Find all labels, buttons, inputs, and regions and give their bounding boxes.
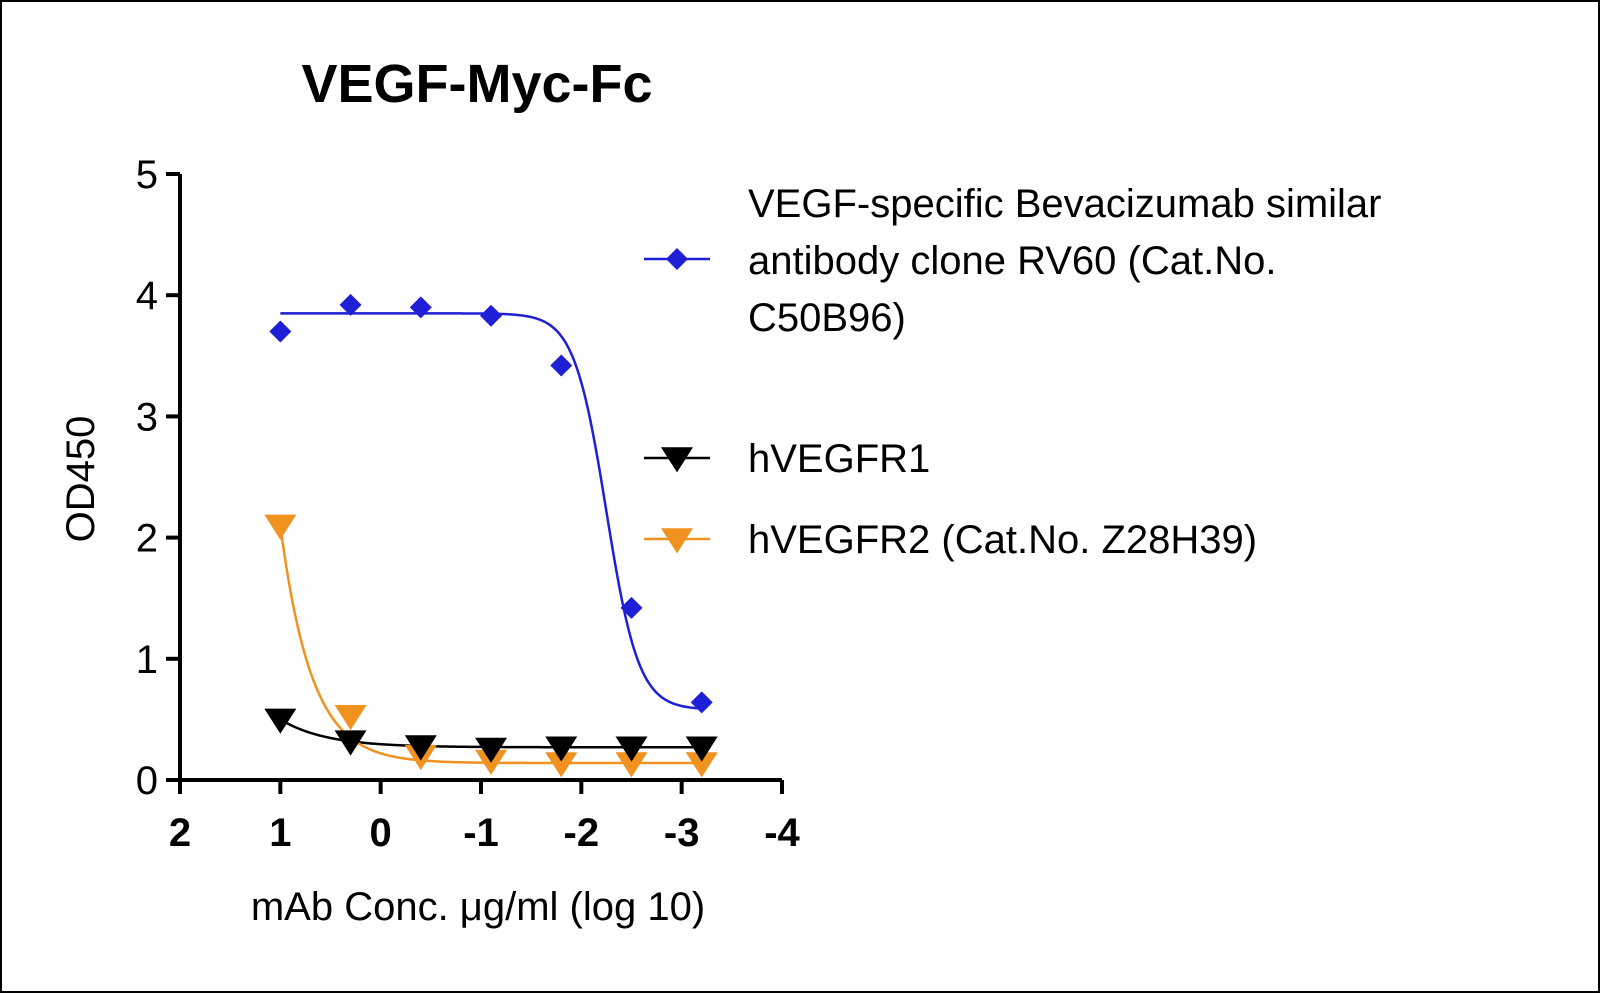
data-point-series-1 xyxy=(409,296,432,319)
legend: VEGF-specific Bevacizumab similar antibod… xyxy=(644,182,1382,562)
x-tick-label: 1 xyxy=(269,811,291,855)
fit-curves xyxy=(279,312,702,765)
data-point-series-2 xyxy=(545,736,578,762)
data-point-series-2 xyxy=(264,708,297,734)
x-axis-label: mAb Conc. μg/ml (log 10) xyxy=(251,885,705,929)
legend-item-3: hVEGFR2 (Cat.No. Z28H39) xyxy=(644,518,1257,562)
data-point-series-3 xyxy=(264,514,297,540)
data-point-series-3 xyxy=(685,752,718,778)
legend-label: C50B96) xyxy=(748,296,906,340)
legend-marker xyxy=(666,248,688,270)
data-point-series-1 xyxy=(339,293,362,316)
y-axis-label: OD450 xyxy=(59,416,103,543)
data-point-series-2 xyxy=(685,736,718,762)
x-tick-label: 2 xyxy=(169,811,191,855)
data-markers xyxy=(264,293,718,778)
y-tick-label: 3 xyxy=(136,395,158,439)
data-point-series-2 xyxy=(404,735,437,761)
legend-marker xyxy=(661,447,693,473)
y-tick-label: 0 xyxy=(136,759,158,803)
data-point-series-2 xyxy=(334,730,367,756)
data-point-series-2 xyxy=(475,737,508,763)
data-point-series-3 xyxy=(334,704,367,731)
legend-marker xyxy=(661,528,693,554)
x-tick-label: -1 xyxy=(463,811,499,855)
data-point-series-3 xyxy=(615,752,648,778)
data-point-series-1 xyxy=(269,320,292,343)
chart-title: VEGF-Myc-Fc xyxy=(301,54,652,114)
axes: 0 1 2 3 4 5 2 1 0 -1 -2 -3 -4 xyxy=(136,153,801,855)
x-tick-label: -2 xyxy=(564,811,600,855)
data-point-series-1 xyxy=(620,596,643,619)
y-tick-label: 5 xyxy=(136,153,158,197)
y-tick-label: 2 xyxy=(136,517,158,561)
legend-label: hVEGFR2 (Cat.No. Z28H39) xyxy=(748,518,1257,562)
x-tick-label: -4 xyxy=(764,811,800,855)
data-point-series-1 xyxy=(480,304,503,327)
x-tick-label: -3 xyxy=(664,811,700,855)
data-point-series-1 xyxy=(690,691,713,714)
legend-label: VEGF-specific Bevacizumab similar xyxy=(748,182,1382,226)
y-tick-label: 4 xyxy=(136,274,158,318)
legend-item-1: VEGF-specific Bevacizumab similar antibod… xyxy=(644,182,1382,340)
data-point-series-2 xyxy=(615,736,648,762)
fit-curve-series-3 xyxy=(279,525,702,765)
y-tick-label: 1 xyxy=(136,638,158,682)
fit-curve-series-1 xyxy=(280,312,702,710)
data-point-series-3 xyxy=(545,752,578,778)
legend-label: hVEGFR1 xyxy=(748,437,930,481)
x-tick-label: 0 xyxy=(370,811,392,855)
legend-item-2: hVEGFR1 xyxy=(644,437,930,481)
data-point-series-1 xyxy=(550,354,573,377)
legend-label: antibody clone RV60 (Cat.No. xyxy=(748,239,1276,283)
